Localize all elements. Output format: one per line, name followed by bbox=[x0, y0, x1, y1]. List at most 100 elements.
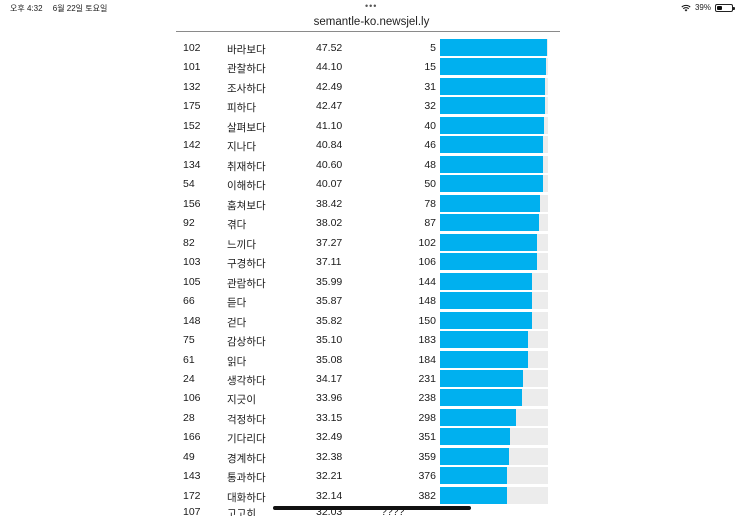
similarity-score: 32.49 bbox=[316, 431, 343, 444]
proximity-bar-fill bbox=[440, 311, 532, 329]
guess-word: 이해하다 bbox=[227, 180, 266, 193]
guess-word: 기다리다 bbox=[227, 433, 266, 446]
guess-row: 103 구경하다 37.11 106 bbox=[0, 252, 743, 271]
similarity-rank: 359 bbox=[418, 450, 436, 463]
similarity-score: 35.82 bbox=[316, 314, 343, 327]
guess-number: 148 bbox=[183, 314, 201, 327]
guess-row: 143 통과하다 32.21 376 bbox=[0, 466, 743, 485]
guess-word: 고고히 bbox=[227, 508, 256, 516]
guess-row: 132 조사하다 42.49 31 bbox=[0, 77, 743, 96]
similarity-score: 44.10 bbox=[316, 61, 343, 74]
guess-number: 166 bbox=[183, 431, 201, 444]
proximity-bar-track bbox=[440, 486, 548, 504]
battery-icon bbox=[715, 3, 735, 12]
similarity-score: 33.15 bbox=[316, 411, 343, 424]
proximity-bar-track bbox=[440, 331, 548, 349]
guess-number: 172 bbox=[183, 489, 201, 502]
guess-number: 28 bbox=[183, 411, 195, 424]
guess-row: 156 훔쳐보다 38.42 78 bbox=[0, 194, 743, 213]
similarity-score: 35.08 bbox=[316, 353, 343, 366]
multitasking-dots-icon[interactable]: ••• bbox=[365, 1, 378, 11]
guess-row-partial: 107 고고히 32.03???? bbox=[0, 505, 743, 516]
guess-number: 142 bbox=[183, 139, 201, 152]
proximity-bar-track bbox=[440, 194, 548, 212]
guess-word: 경계하다 bbox=[227, 452, 266, 465]
proximity-bar-track bbox=[440, 136, 548, 154]
proximity-bar-track bbox=[440, 155, 548, 173]
proximity-bar-track bbox=[440, 369, 548, 387]
proximity-bar-fill bbox=[440, 389, 522, 407]
similarity-score: 32.14 bbox=[316, 489, 343, 502]
guess-number: 49 bbox=[183, 450, 195, 463]
proximity-bar-fill bbox=[440, 369, 523, 387]
proximity-bar-track bbox=[440, 350, 548, 368]
guess-row: 152 살펴보다 41.10 40 bbox=[0, 116, 743, 135]
guess-row: 101 관찰하다 44.10 15 bbox=[0, 57, 743, 76]
guess-number: 143 bbox=[183, 470, 201, 483]
guess-number: 101 bbox=[183, 61, 201, 74]
guess-word: 대화하다 bbox=[227, 491, 266, 504]
address-bar[interactable]: semantle-ko.newsjel.ly bbox=[0, 13, 743, 31]
guess-word: 지긋이 bbox=[227, 394, 256, 407]
similarity-score: 32.03 bbox=[316, 506, 343, 516]
guess-row: 82 느끼다 37.27 102 bbox=[0, 233, 743, 252]
guess-number: 82 bbox=[183, 236, 195, 249]
proximity-bar-track bbox=[440, 447, 548, 465]
proximity-bar-fill bbox=[440, 58, 546, 76]
guess-number: 132 bbox=[183, 80, 201, 93]
home-indicator[interactable] bbox=[273, 506, 471, 510]
guess-word: 지나다 bbox=[227, 141, 256, 154]
proximity-bar-fill bbox=[440, 408, 516, 426]
similarity-score: 33.96 bbox=[316, 392, 343, 405]
status-date: 6월 22일 토요일 bbox=[52, 4, 108, 13]
similarity-rank: 184 bbox=[418, 353, 436, 366]
similarity-score: 47.52 bbox=[316, 42, 343, 54]
proximity-bar-track bbox=[440, 39, 548, 56]
wifi-icon bbox=[681, 4, 691, 11]
status-right: 39% bbox=[681, 3, 735, 12]
proximity-bar-track bbox=[440, 389, 548, 407]
similarity-rank: 238 bbox=[418, 392, 436, 405]
similarity-rank: 78 bbox=[424, 197, 436, 210]
status-bar: 오후 4:32 6월 22일 토요일 ••• 39% bbox=[0, 0, 743, 14]
guess-number: 175 bbox=[183, 100, 201, 113]
similarity-rank: 40 bbox=[424, 119, 436, 132]
proximity-bar-fill bbox=[440, 155, 543, 173]
battery-percent: 39% bbox=[694, 3, 711, 12]
similarity-rank: 50 bbox=[424, 178, 436, 191]
guess-row: 75 감상하다 35.10 183 bbox=[0, 330, 743, 349]
proximity-bar-fill bbox=[440, 486, 507, 504]
proximity-bar-fill bbox=[440, 292, 532, 310]
proximity-bar-track bbox=[440, 116, 548, 134]
guess-table: 102 바라보다 47.52 5 101 관찰하다 44.10 15 132 조사하다 42.49 3… bbox=[0, 38, 743, 516]
similarity-score: 37.27 bbox=[316, 236, 343, 249]
guess-word: 피하다 bbox=[227, 102, 256, 115]
guess-number: 134 bbox=[183, 158, 201, 171]
similarity-score: 37.11 bbox=[316, 256, 342, 269]
similarity-score: 40.84 bbox=[316, 139, 343, 152]
proximity-bar-fill bbox=[440, 116, 544, 134]
similarity-rank: 5 bbox=[430, 42, 436, 54]
similarity-rank: 102 bbox=[418, 236, 436, 249]
proximity-bar-fill bbox=[440, 77, 545, 95]
similarity-rank: 183 bbox=[418, 334, 436, 347]
similarity-score: 32.21 bbox=[316, 470, 343, 483]
guess-word: 관람하다 bbox=[227, 277, 266, 290]
guess-word: 겪다 bbox=[227, 219, 247, 232]
guess-number: 102 bbox=[183, 42, 201, 54]
guess-number: 24 bbox=[183, 372, 195, 385]
guess-row: 49 경계하다 32.38 359 bbox=[0, 447, 743, 466]
proximity-bar-fill bbox=[440, 136, 543, 154]
similarity-score: 41.10 bbox=[316, 119, 343, 132]
similarity-score: 34.17 bbox=[316, 372, 343, 385]
guess-word: 관찰하다 bbox=[227, 63, 266, 76]
guess-word: 바라보다 bbox=[227, 44, 266, 56]
similarity-score: 35.99 bbox=[316, 275, 343, 288]
proximity-bar-fill bbox=[440, 447, 509, 465]
similarity-score: 35.10 bbox=[316, 334, 343, 347]
similarity-score: 32.38 bbox=[316, 450, 343, 463]
guess-number: 107 bbox=[183, 506, 201, 516]
guess-number: 75 bbox=[183, 334, 195, 347]
guess-word: 생각하다 bbox=[227, 374, 266, 387]
similarity-rank: 48 bbox=[424, 158, 436, 171]
